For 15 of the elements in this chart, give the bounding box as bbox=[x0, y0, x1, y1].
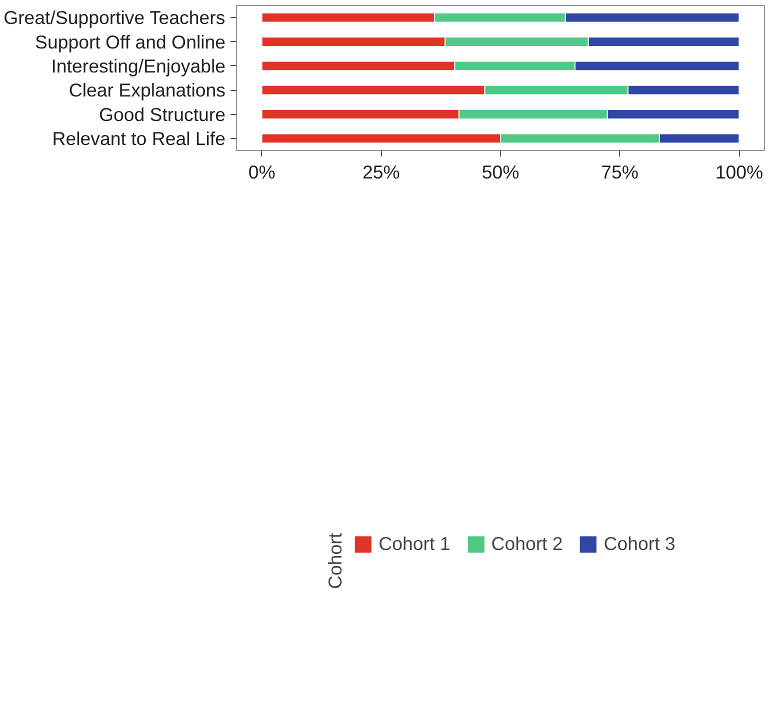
x-tick-label: 0% bbox=[248, 162, 276, 182]
legend-title: Cohort bbox=[324, 533, 347, 589]
y-tick-label: Good Structure bbox=[98, 104, 226, 125]
x-tick-label: 50% bbox=[482, 162, 520, 182]
y-tick-label: Support Off and Online bbox=[35, 31, 226, 52]
x-tick-label: 25% bbox=[362, 162, 400, 182]
legend-label: Cohort 2 bbox=[491, 533, 563, 555]
x-tick-label: 75% bbox=[601, 162, 639, 182]
y-tick-label: Clear Explanations bbox=[68, 80, 226, 101]
y-tick-label: Great/Supportive Teachers bbox=[4, 7, 226, 28]
y-tick-label: Relevant to Real Life bbox=[52, 128, 226, 149]
y-tick-label: Interesting/Enjoyable bbox=[51, 55, 226, 76]
legend-label: Cohort 3 bbox=[604, 533, 676, 555]
legend-label: Cohort 1 bbox=[378, 533, 450, 555]
x-tick-label: 100% bbox=[715, 162, 764, 182]
